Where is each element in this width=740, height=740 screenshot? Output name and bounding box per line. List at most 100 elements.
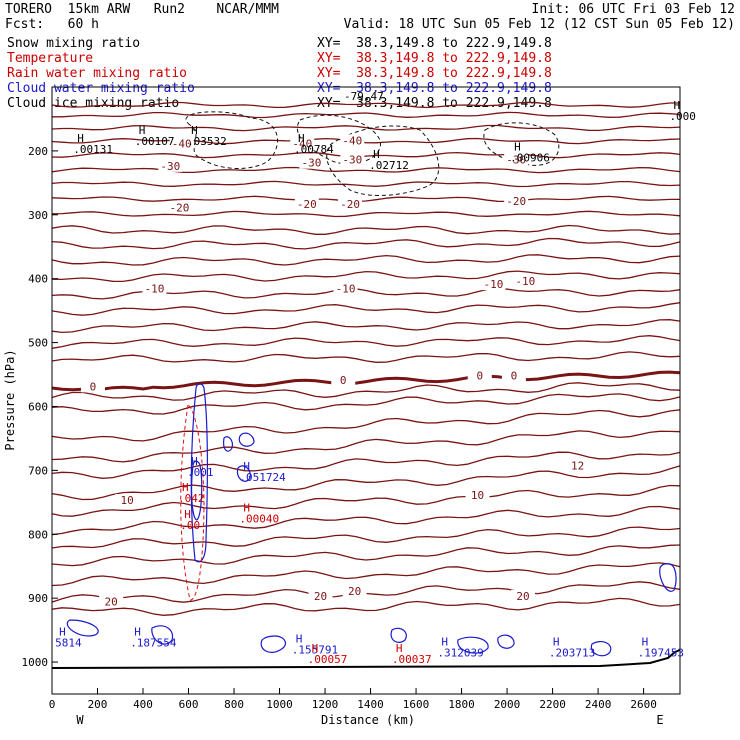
temperature-label: 0 — [340, 374, 347, 387]
isotherm-line — [51, 562, 681, 587]
x-tick-label: 600 — [179, 698, 199, 711]
temperature-label: -20 — [297, 198, 317, 211]
maximum-value-label: .051724 — [239, 471, 286, 484]
maximum-value-label: .00906 — [510, 151, 550, 164]
maximum-h-marker: H — [396, 642, 403, 655]
overlap-value: -79.47 — [344, 90, 384, 103]
x-axis-label: Distance (km) — [321, 713, 415, 727]
maximum-h-marker: H — [673, 99, 680, 112]
temperature-label-bg — [501, 369, 526, 382]
temperature-label-bg — [158, 159, 183, 172]
y-tick-label: 400 — [28, 273, 48, 286]
isotherm-line — [51, 544, 681, 567]
temperature-label: -30 — [342, 153, 362, 166]
field-xy-snow: XY= 38.3,149.8 to 222.9,149.8 — [317, 36, 552, 51]
maximum-h-marker: H — [191, 455, 198, 468]
isotherm-line — [51, 409, 681, 442]
cloud-water-contour — [223, 436, 233, 452]
maximum-value-label: .00037 — [392, 653, 432, 666]
cloud-water-contour — [238, 432, 255, 447]
temperature-label-bg — [294, 198, 319, 211]
isotherm-line — [51, 254, 681, 266]
temperature-label: -10 — [515, 275, 535, 288]
temperature-label-bg — [504, 153, 529, 166]
isotherm-line — [51, 351, 681, 363]
isotherm-line — [51, 224, 681, 235]
maximum-h-marker: H — [312, 642, 319, 655]
maximum-value-label: .00131 — [73, 143, 113, 156]
x-tick-label: 2600 — [630, 698, 657, 711]
maximum-h-marker: H — [296, 632, 303, 645]
cloud-water-contour — [151, 625, 174, 645]
isotherm-line — [51, 151, 681, 159]
temperature-label: -40 — [292, 138, 312, 151]
maximum-value-label: .00784 — [294, 143, 334, 156]
cloud-water-contour — [390, 627, 407, 643]
maximum-value-label: .203713 — [549, 647, 595, 660]
temperature-label-bg — [333, 282, 358, 295]
y-tick-label: 800 — [28, 528, 48, 541]
field-name-cloud-ice: Cloud ice mixing ratio — [7, 96, 180, 111]
cloud-water-contour — [66, 619, 99, 637]
snow-contour — [483, 122, 560, 166]
maximum-value-label: .000 — [669, 110, 696, 123]
y-tick-label: 200 — [28, 145, 48, 158]
temperature-label: -20 — [340, 198, 360, 211]
y-tick-label: 1000 — [22, 656, 49, 669]
maximum-value-label: .00057 — [308, 653, 348, 666]
maximum-h-marker: H — [243, 460, 250, 473]
temperature-label: -10 — [336, 283, 356, 296]
x-tick-label: 1400 — [357, 698, 384, 711]
maximum-h-marker: H — [298, 132, 305, 145]
temperature-label-bg — [142, 282, 167, 295]
isotherm-line — [51, 195, 680, 203]
field-name-snow: Snow mixing ratio — [7, 36, 141, 51]
maximum-value-label: .312039 — [437, 647, 483, 660]
temperature-label: -30 — [160, 160, 180, 173]
rain-contours — [180, 404, 205, 601]
isotherm-line — [51, 270, 681, 283]
freezing-level-line — [51, 370, 681, 393]
snow-contour — [326, 125, 440, 196]
temperature-label: -20 — [169, 201, 189, 214]
x-tick-label: 1800 — [448, 698, 475, 711]
x-tick-label: 800 — [224, 698, 244, 711]
maximum-h-marker: H — [139, 124, 146, 137]
header-init: Init: 06 UTC Fri 03 Feb 12 — [531, 2, 736, 17]
temperature-label-bg — [467, 369, 492, 382]
maximum-value-label: .00 — [180, 519, 200, 532]
isotherm-line — [51, 451, 681, 479]
temperature-label-bg — [80, 380, 105, 393]
maximum-h-marker: H — [642, 636, 649, 649]
maximum-h-marker: H — [191, 124, 198, 137]
maximum-h-marker: H — [182, 481, 189, 494]
maximum-h-marker: H — [77, 132, 84, 145]
isotherm-line — [51, 137, 681, 145]
temperature-label: -40 — [172, 138, 192, 151]
temperature-label-bg — [481, 278, 506, 291]
temperature-label-bg — [513, 274, 538, 287]
rain-contour — [180, 404, 205, 601]
isotherm-line — [51, 430, 681, 463]
x-tick-label: 0 — [49, 698, 56, 711]
maximum-value-label: .00107 — [135, 135, 175, 148]
plot-frame — [51, 86, 681, 695]
freezing-level-path — [51, 370, 681, 393]
isotherm-line — [51, 335, 681, 349]
isotherm-line — [51, 382, 681, 401]
temperature-label: 20 — [105, 596, 118, 609]
temperature-label: 10 — [120, 494, 133, 507]
temperature-label: 0 — [90, 380, 97, 393]
maximum-h-marker: H — [134, 625, 141, 638]
maximum-h-marker: H — [59, 625, 66, 638]
maximum-h-marker: H — [553, 636, 560, 649]
isotherm-line — [51, 505, 681, 536]
x-tick-label: 2200 — [539, 698, 566, 711]
y-axis-label: Pressure (hPa) — [3, 349, 17, 450]
y-tick-label: 600 — [28, 400, 48, 413]
isotherm-line — [51, 484, 681, 517]
x-tick-label: 1000 — [266, 698, 293, 711]
temperature-label-bg — [338, 198, 363, 211]
isotherm-line — [51, 319, 681, 334]
isotherm-line — [51, 124, 681, 132]
